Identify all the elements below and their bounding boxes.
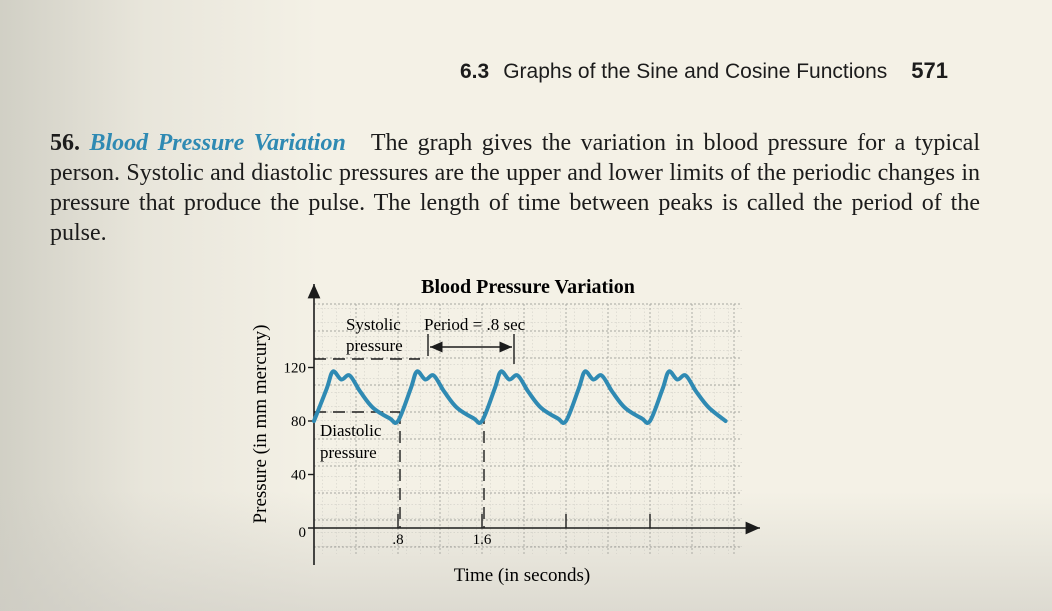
y-tick-label: 80 bbox=[291, 414, 306, 430]
x-tick-labels: .8 1.6 bbox=[392, 532, 492, 548]
problem-56: 56. Blood Pressure Variation The graph g… bbox=[50, 128, 980, 248]
problem-number: 56. bbox=[50, 130, 80, 156]
annotation-systolic-pressure: pressure bbox=[346, 336, 403, 355]
y-tick-labels: 0 40 80 120 bbox=[284, 361, 307, 542]
grid-lines bbox=[313, 303, 742, 554]
y-axis-label: Pressure (in mm mercury) bbox=[250, 325, 271, 524]
problem-text: The graph gives the variation in blood p… bbox=[50, 130, 980, 246]
y-tick-label: 120 bbox=[284, 361, 307, 377]
y-tick-label: 0 bbox=[299, 525, 307, 541]
annotation-diastolic: Diastolic bbox=[320, 421, 382, 440]
annotation-period: Period = .8 sec bbox=[424, 315, 526, 334]
x-axis-label: Time (in seconds) bbox=[454, 565, 591, 586]
annotation-diastolic-pressure: pressure bbox=[320, 443, 377, 462]
y-tick-label: 40 bbox=[291, 468, 306, 484]
x-tick-label: 1.6 bbox=[473, 532, 492, 548]
x-tick-label: .8 bbox=[392, 532, 403, 548]
section-number: 6.3 bbox=[460, 60, 490, 83]
problem-title: Blood Pressure Variation bbox=[89, 130, 346, 156]
page-number: 571 bbox=[911, 58, 948, 83]
blood-pressure-curve bbox=[312, 369, 728, 425]
grid-area bbox=[314, 304, 742, 554]
chart-title: Blood Pressure Variation bbox=[421, 276, 635, 298]
x-tick-marks bbox=[397, 514, 651, 528]
section-title: Graphs of the Sine and Cosine Functions bbox=[503, 60, 888, 83]
running-head: 6.3 Graphs of the Sine and Cosine Functi… bbox=[460, 58, 980, 84]
annotation-systolic: Systolic bbox=[346, 315, 401, 334]
